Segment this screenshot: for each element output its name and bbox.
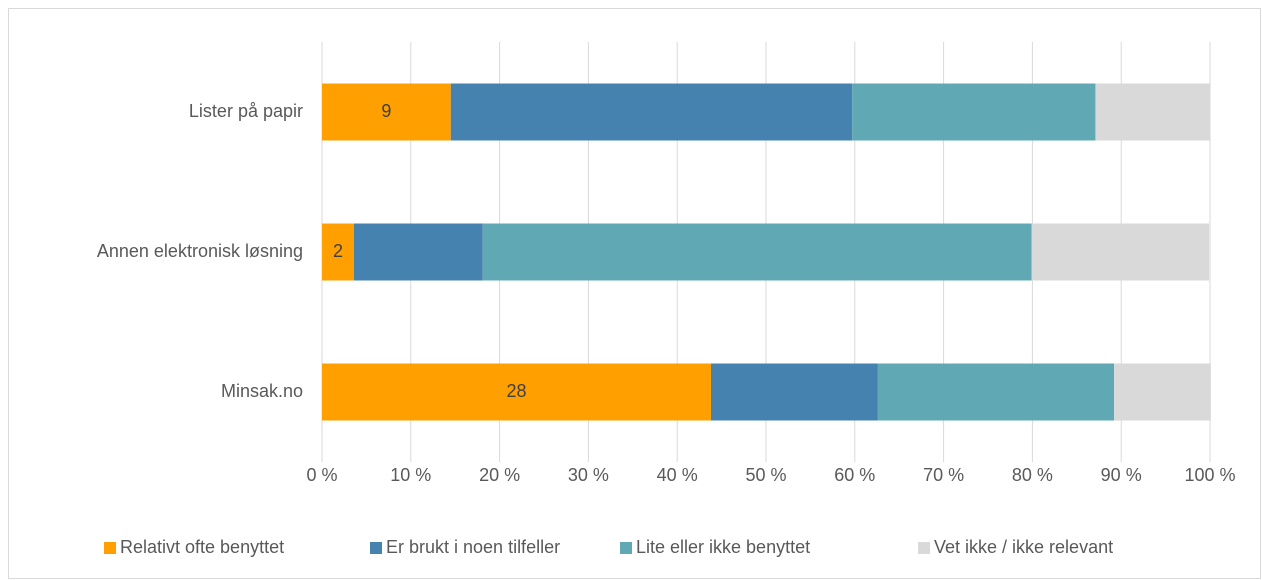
legend-swatch (918, 542, 930, 554)
y-tick-label: Annen elektronisk løsning (97, 241, 303, 261)
x-tick-label: 80 % (1012, 465, 1053, 485)
x-tick-label: 60 % (834, 465, 875, 485)
bar-segment (710, 363, 878, 421)
bar-segment (852, 83, 1096, 141)
bar-segment (322, 83, 451, 141)
bar-segment (482, 223, 1032, 281)
y-tick-label: Minsak.no (221, 381, 303, 401)
x-tick-label: 100 % (1184, 465, 1235, 485)
x-tick-label: 20 % (479, 465, 520, 485)
x-tick-label: 50 % (745, 465, 786, 485)
x-tick-label: 90 % (1101, 465, 1142, 485)
data-label: 9 (381, 101, 391, 121)
bar-segment (450, 83, 853, 141)
legend-label: Er brukt i noen tilfeller (386, 537, 560, 557)
x-tick-label: 10 % (390, 465, 431, 485)
legend-swatch (370, 542, 382, 554)
bar-segment (353, 223, 483, 281)
bar-segment (322, 363, 711, 421)
legend-label: Vet ikke / ikke relevant (934, 537, 1113, 557)
data-label: 28 (506, 381, 526, 401)
bar-segment (877, 363, 1115, 421)
legend-swatch (104, 542, 116, 554)
x-tick-label: 0 % (306, 465, 337, 485)
x-tick-label: 70 % (923, 465, 964, 485)
bar-segment (1114, 363, 1211, 421)
y-tick-label: Lister på papir (189, 101, 303, 121)
x-tick-label: 40 % (657, 465, 698, 485)
bar-segment (1031, 223, 1210, 281)
legend-label: Lite eller ikke benyttet (636, 537, 810, 557)
x-tick-label: 30 % (568, 465, 609, 485)
legend-label: Relativt ofte benyttet (120, 537, 284, 557)
legend-swatch (620, 542, 632, 554)
bar-segment (1095, 83, 1210, 141)
bar-segment (322, 223, 354, 281)
data-label: 2 (333, 241, 343, 261)
